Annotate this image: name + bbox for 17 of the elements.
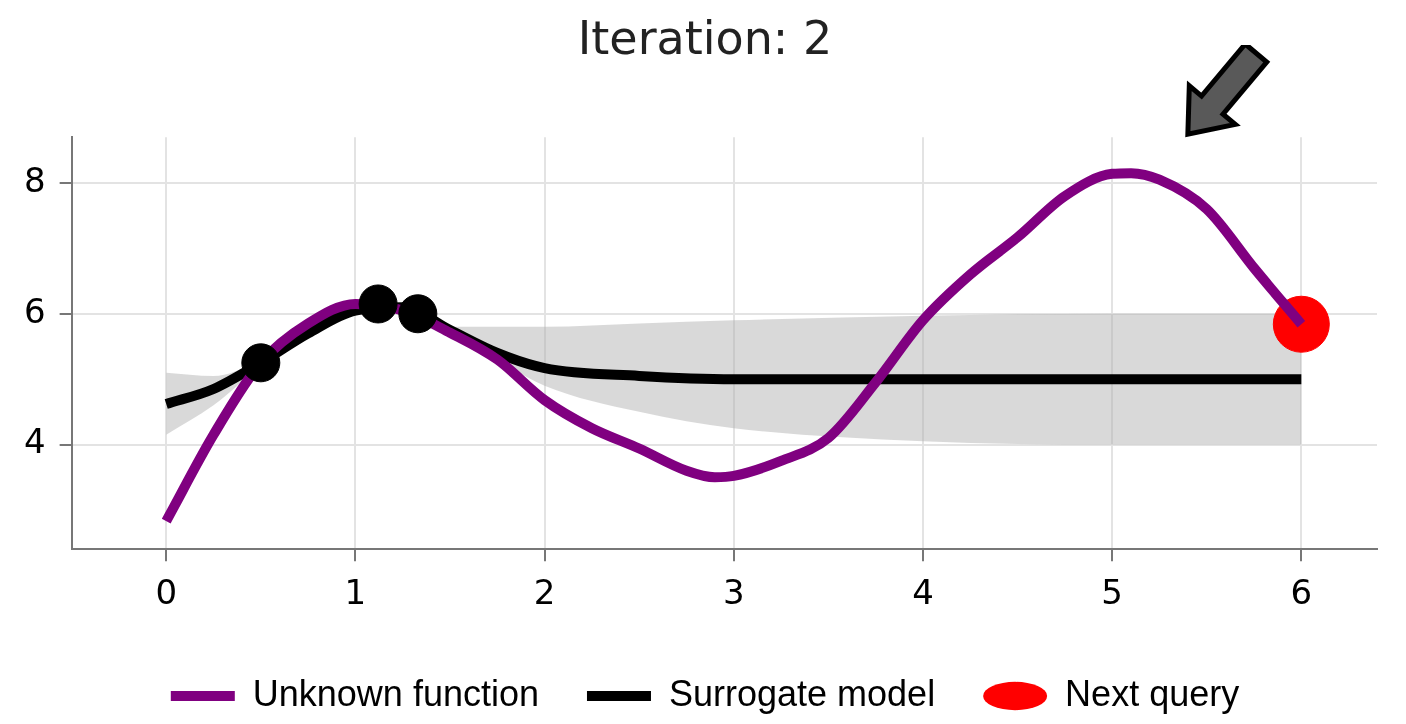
chart-title: Iteration: 2 — [577, 10, 833, 65]
x-tick-label: 0 — [155, 572, 178, 613]
point — [398, 294, 438, 334]
legend-label: Next query — [1065, 672, 1240, 714]
x-tick-label: 4 — [912, 572, 934, 613]
point — [241, 343, 281, 383]
x-tick-label: 6 — [1290, 572, 1313, 613]
legend-label: Surrogate model — [668, 672, 936, 714]
x-tick-label: 5 — [1101, 572, 1123, 613]
x-tick-label: 2 — [533, 572, 556, 613]
y-tick-label: 8 — [23, 159, 46, 200]
legend-label: Unknown function — [252, 672, 539, 714]
x-tick-label: 1 — [344, 572, 367, 613]
x-tick-label: 3 — [722, 572, 745, 613]
y-tick-label: 4 — [23, 421, 46, 462]
y-tick-label: 6 — [23, 290, 46, 331]
point — [358, 284, 398, 324]
